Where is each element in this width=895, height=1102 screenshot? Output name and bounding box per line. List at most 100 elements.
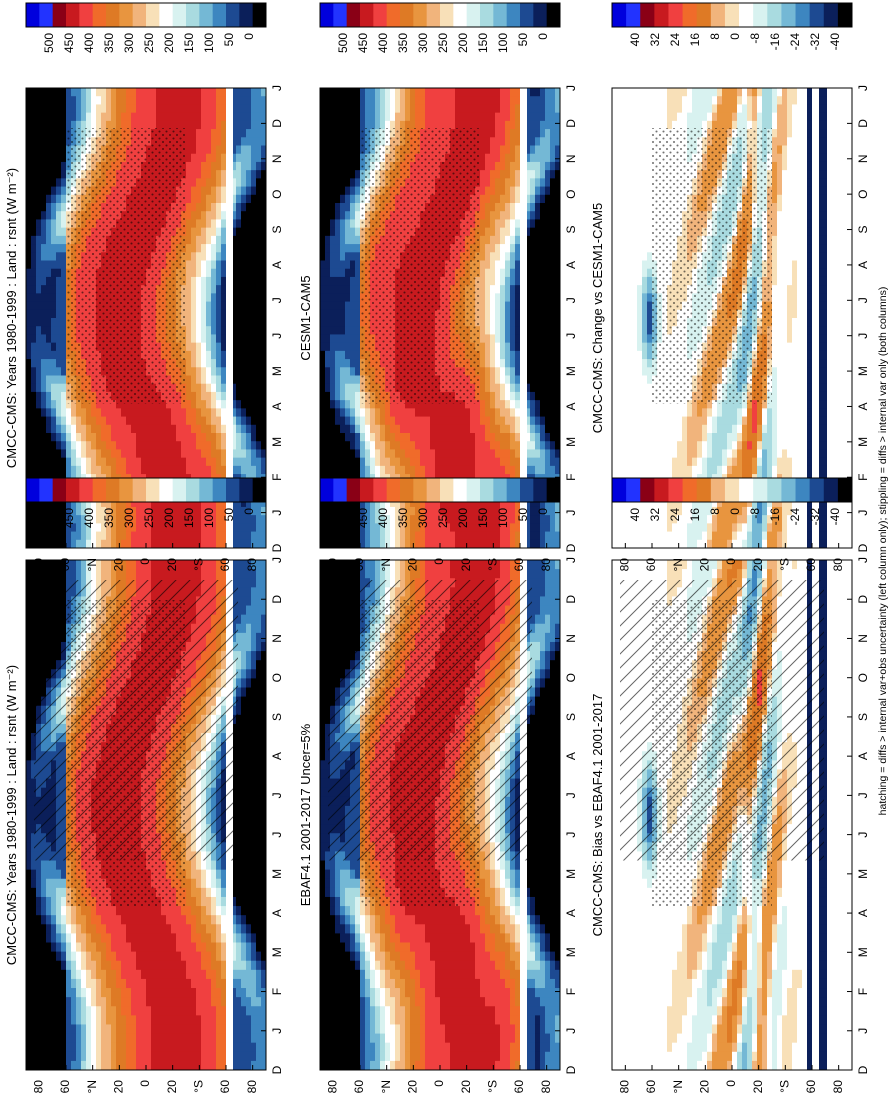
heatmap-cell [36,268,42,278]
heatmap-cell [251,833,257,843]
heatmap-cell [256,896,262,907]
heatmap-cell [101,569,107,579]
heatmap-cell [216,268,222,278]
heatmap-cell [51,523,57,533]
heatmap-cell [211,367,217,377]
heatmap-cell [196,112,202,122]
heatmap-cell [71,951,77,962]
heatmap-cell [31,578,37,588]
heatmap-cell [106,88,112,97]
heatmap-cell [56,1060,62,1070]
heatmap-cell [66,933,72,944]
heatmap-cell [96,539,102,548]
heatmap-cell [141,924,147,934]
heatmap-cell [191,104,197,114]
heatmap-cell [81,88,87,97]
heatmap-cell [236,760,242,771]
heatmap-cell [156,569,162,579]
heatmap-cell [236,705,242,716]
heatmap-cell [166,924,172,934]
heatmap-cell [211,869,217,880]
heatmap-cell [101,449,107,459]
heatmap-cell [61,96,67,106]
heatmap-cell [26,951,32,962]
heatmap-cell [151,1015,157,1026]
heatmap-cell [146,416,152,426]
y-tick-label: 80 [245,1080,259,1094]
heatmap-cell [81,457,87,467]
heatmap-cell [46,887,52,898]
heatmap-cell [121,1042,127,1053]
heatmap-cell [166,560,172,570]
heatmap-cell [216,285,222,294]
heatmap-cell [36,211,42,221]
heatmap-cell [41,539,47,548]
heatmap-cell [166,506,172,516]
heatmap-cell [206,869,212,880]
x-tick-label: J [270,832,284,838]
heatmap-cell [211,235,217,245]
heatmap-cell [51,515,57,524]
heatmap-cell [31,742,37,752]
heatmap-cell [211,145,217,155]
heatmap-cell [206,531,212,541]
heatmap-cell [126,112,132,122]
heatmap-cell [51,896,57,907]
heatmap-cell [71,424,77,434]
heatmap-cell [106,539,112,548]
heatmap-cell [76,942,82,953]
heatmap-cell [121,1033,127,1044]
heatmap-cell [26,587,32,598]
heatmap-cell [76,1033,82,1044]
heatmap-cell [231,1060,237,1070]
heatmap-cell [256,560,262,570]
heatmap-cell [56,1042,62,1053]
heatmap-cell [46,244,52,253]
heatmap-cell [186,145,192,155]
heatmap-cell [201,523,207,533]
heatmap-cell [61,235,67,245]
heatmap-cell [191,260,197,270]
heatmap-cell [106,449,112,459]
heatmap-cell [31,342,37,352]
heatmap-cell [211,506,217,516]
heatmap-cell [36,104,42,114]
heatmap-cell [91,1006,97,1016]
heatmap-cell [101,1060,107,1070]
heatmap-cell [96,88,102,97]
heatmap-cell [166,1015,172,1026]
heatmap-cell [211,400,217,409]
heatmap-cell [241,942,247,953]
heatmap-cell [116,978,122,989]
heatmap-cell [141,951,147,962]
heatmap-cell [211,129,217,138]
heatmap-cell [26,383,32,393]
heatmap-cell [236,1033,242,1044]
heatmap-cell [156,1024,162,1035]
heatmap-cell [36,915,42,925]
heatmap-cell [176,1051,182,1062]
heatmap-cell [31,515,37,524]
heatmap-cell [256,651,262,661]
heatmap-cell [216,334,222,344]
heatmap-cell [216,359,222,368]
heatmap-cell [56,933,62,944]
heatmap-cell [41,424,47,434]
heatmap-cell [46,933,52,944]
heatmap-cell [191,309,197,319]
heatmap-cell [61,260,67,270]
heatmap-cell [196,219,202,229]
heatmap-cell [136,951,142,962]
heatmap-cell [236,751,242,761]
heatmap-cell [36,433,42,442]
heatmap-cell [36,424,42,434]
heatmap-cell [31,842,37,853]
heatmap-cell [26,851,32,862]
heatmap-cell [191,244,197,253]
heatmap-cell [246,887,252,898]
heatmap-cell [81,465,87,475]
heatmap-cell [251,887,257,898]
heatmap-cell [166,465,172,475]
heatmap-cell [241,824,247,834]
heatmap-cell [36,318,42,327]
